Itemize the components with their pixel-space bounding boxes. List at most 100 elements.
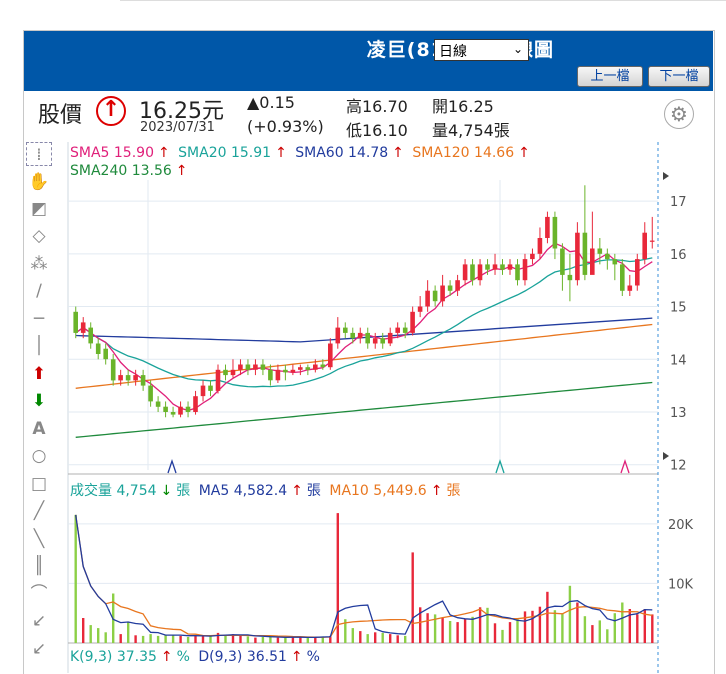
volume-bar [82, 618, 85, 643]
volume-bar [329, 635, 332, 643]
candle-body [530, 253, 535, 260]
prev-stock-button[interactable]: 上一檔 [577, 66, 643, 87]
volume-tick-label: 10K [668, 577, 694, 592]
candle-body [200, 385, 206, 397]
candle-body [193, 396, 198, 412]
volume-bar [531, 610, 534, 643]
candle-body [208, 385, 213, 391]
volume-bar [433, 614, 437, 643]
fan2-icon[interactable]: ↙ [31, 639, 47, 659]
arrow-up-icon[interactable]: ⬆ [31, 364, 47, 384]
arrow-up-icon: ↑ [157, 145, 170, 161]
sma5-line [75, 242, 653, 412]
volume-bar [493, 623, 497, 643]
volume-bar [269, 636, 272, 643]
candle-body [649, 240, 655, 242]
vma5-label: MA5 4,582.4 [198, 483, 288, 499]
volume-bar [306, 637, 309, 643]
volume-unit: 張 [176, 483, 191, 499]
vma10-unit: 張 [446, 483, 461, 499]
vertical-line-icon[interactable]: │ [33, 336, 45, 356]
text-icon[interactable]: A [32, 419, 46, 439]
candle-body [612, 259, 618, 265]
volume-bar [419, 607, 422, 644]
eraser-icon[interactable]: ◩ [30, 199, 48, 219]
volume-bar [201, 635, 205, 643]
volume-bar [97, 628, 100, 643]
candle-body [545, 216, 550, 238]
volume-bar [336, 513, 339, 643]
hand-icon[interactable]: ✋ [28, 172, 50, 192]
k-unit: % [176, 649, 190, 665]
horizontal-line-icon[interactable]: ─ [33, 309, 45, 329]
candle-body [95, 343, 101, 354]
candle-body [567, 274, 573, 281]
volume-bar [104, 632, 107, 643]
diagonal-lines-icon[interactable]: ╱ [33, 501, 45, 521]
candle-body [80, 322, 86, 333]
candle-body [627, 285, 633, 291]
candle-body [118, 375, 123, 381]
sma20-line [75, 257, 653, 388]
candle-body [470, 264, 475, 281]
volume-bar [194, 635, 197, 643]
volume-ma10-line [75, 514, 653, 638]
vma5-unit: 張 [306, 483, 321, 499]
high-price: 高16.70 [346, 97, 408, 116]
candle-body [597, 248, 603, 254]
volume-bar [598, 620, 601, 643]
candle-body [268, 369, 273, 381]
chevron-down-icon: ⌄ [512, 42, 523, 56]
candle-body [185, 406, 191, 412]
chart-frame [23, 30, 715, 674]
price-tick-label: 15 [670, 301, 687, 316]
vertical-lines-icon[interactable]: ║ [33, 556, 45, 576]
candle-body [635, 259, 640, 286]
volume-bar [411, 552, 414, 643]
candle-body [485, 264, 490, 270]
gear-icon[interactable]: ⚙ [664, 99, 694, 129]
event-marker-icon [495, 458, 505, 474]
arrow-down-icon[interactable]: ⬇ [31, 391, 47, 411]
sma120-line [75, 323, 653, 389]
candle-body [125, 375, 131, 381]
candle-body [283, 369, 288, 373]
cross-lines-icon[interactable]: ╲ [33, 529, 45, 549]
volume-bar [628, 609, 631, 643]
d-label: D(9,3) 36.51 [198, 649, 287, 665]
volume-bar [299, 637, 302, 643]
volume-bar [89, 625, 92, 643]
period-select[interactable]: 日線 ⌄ [434, 39, 529, 61]
candle-body [492, 264, 498, 270]
fan-icon[interactable]: ↙ [31, 611, 47, 631]
rectangle-icon[interactable]: □ [30, 474, 48, 494]
top-divider [120, 0, 726, 4]
volume-bar [239, 635, 242, 643]
candle-body [372, 338, 378, 344]
volume-bar [261, 637, 265, 643]
candle-body [410, 311, 415, 333]
volume-bar [591, 625, 594, 643]
volume-bar [374, 632, 377, 643]
eraser-line-icon[interactable]: ◇ [32, 226, 46, 246]
event-marker-icon [167, 458, 177, 474]
candle-body [320, 364, 326, 368]
polyline-icon[interactable]: ⁂ [30, 254, 48, 274]
line-icon[interactable]: ∕ [36, 281, 42, 301]
candle-body [73, 311, 78, 333]
crosshair-icon[interactable]: ⁞ [26, 142, 52, 166]
volume-bar [74, 514, 77, 643]
candle-body [477, 264, 483, 281]
open-price: 開16.25 [432, 97, 494, 116]
circle-icon[interactable]: ○ [31, 446, 47, 466]
volume-bar [396, 635, 399, 643]
d-unit: % [306, 649, 320, 665]
candle-body [417, 306, 423, 312]
candle-body [313, 364, 318, 370]
arc-icon[interactable]: ⌒ [30, 584, 48, 604]
candle-body [560, 248, 565, 275]
next-stock-button[interactable]: 下一檔 [648, 66, 710, 87]
volume-bar [583, 616, 587, 643]
volume-bar [621, 602, 624, 643]
